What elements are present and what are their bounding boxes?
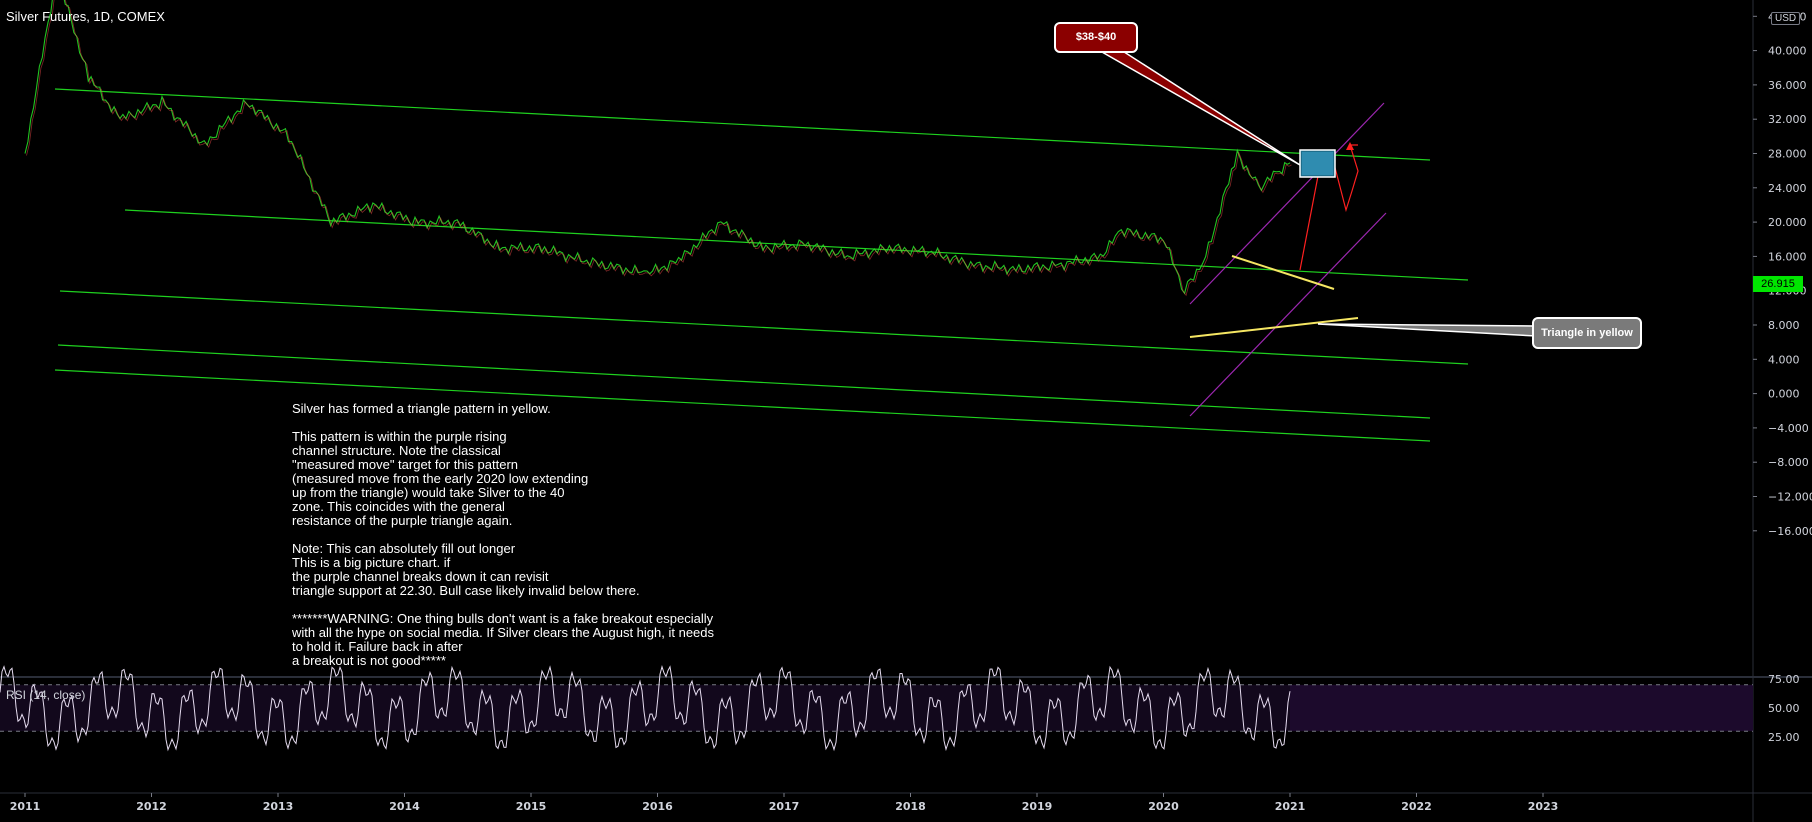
price-tick-label: 4.000 xyxy=(1768,353,1800,366)
price-tick-label: 28.000 xyxy=(1768,148,1807,161)
chart-title: Silver Futures, 1D, COMEX xyxy=(6,9,165,24)
price-series-shadow xyxy=(26,0,1292,297)
time-tick-label: 2022 xyxy=(1401,800,1432,813)
green-trendline xyxy=(59,290,1469,365)
green-trendline xyxy=(54,369,1431,442)
price-tick-label: 20.000 xyxy=(1768,216,1807,229)
triangle-lower-line xyxy=(1189,317,1359,338)
note-paragraph-1: Silver has formed a triangle pattern in … xyxy=(292,401,551,416)
rsi-tick-label: 50.00 xyxy=(1768,702,1800,715)
green-trendline xyxy=(124,209,1469,281)
time-tick-label: 2011 xyxy=(10,800,41,813)
price-tick-label: 36.000 xyxy=(1768,79,1807,92)
price-tick-label: 0.000 xyxy=(1768,388,1800,401)
currency-badge[interactable]: USD xyxy=(1771,12,1801,25)
time-tick-label: 2023 xyxy=(1528,800,1559,813)
price-tick-label: −4.000 xyxy=(1768,422,1809,435)
price-tick-label: −8.000 xyxy=(1768,456,1809,469)
target-box-fill xyxy=(1302,152,1333,175)
time-tick-label: 2015 xyxy=(516,800,547,813)
price-tick-label: 32.000 xyxy=(1768,113,1807,126)
last-price-tag: 26.915 xyxy=(1753,276,1803,292)
rsi-line xyxy=(0,665,1291,752)
time-tick-label: 2013 xyxy=(263,800,294,813)
price-tick-label: 24.000 xyxy=(1768,182,1807,195)
green-trendline xyxy=(57,344,1431,419)
note-paragraph-3: Note: This can absolutely fill out longe… xyxy=(292,541,640,598)
time-tick-label: 2021 xyxy=(1275,800,1306,813)
price-tick-label: 16.000 xyxy=(1768,250,1807,263)
triangle-callout[interactable]: Triangle in yellow xyxy=(1532,317,1642,349)
time-tick-label: 2012 xyxy=(136,800,167,813)
price-tick-label: −16.000 xyxy=(1768,525,1812,538)
purple-channel-lower xyxy=(1189,212,1387,417)
price-tick-label: 40.000 xyxy=(1768,45,1807,58)
analysis-note: Silver has formed a triangle pattern in … xyxy=(292,402,812,682)
time-tick-label: 2018 xyxy=(895,800,926,813)
time-tick-label: 2016 xyxy=(642,800,673,813)
rsi-tick-label: 25.00 xyxy=(1768,731,1800,744)
note-paragraph-2: This pattern is within the purple rising… xyxy=(292,429,589,528)
time-tick-label: 2014 xyxy=(389,800,420,813)
rsi-band-future xyxy=(1290,684,1753,732)
target-callout[interactable]: $38-$40 xyxy=(1054,22,1138,53)
purple-channel-upper xyxy=(1189,102,1385,305)
price-series-line xyxy=(24,0,1291,295)
triangle-callout-pointer xyxy=(1317,323,1537,337)
price-tick-label: 8.000 xyxy=(1768,319,1800,332)
green-trendline xyxy=(54,88,1431,161)
triangle-upper-line xyxy=(1231,255,1335,290)
projection-arrowhead xyxy=(1346,142,1354,150)
rsi-label: RSI (14, close) xyxy=(6,688,86,702)
note-paragraph-4: *******WARNING: One thing bulls don't wa… xyxy=(292,611,715,668)
price-tick-label: −12.000 xyxy=(1768,491,1812,504)
time-tick-label: 2019 xyxy=(1022,800,1053,813)
time-tick-label: 2020 xyxy=(1148,800,1179,813)
rsi-band xyxy=(0,684,1290,732)
time-tick-label: 2017 xyxy=(769,800,800,813)
rsi-tick-label: 75.00 xyxy=(1768,673,1800,686)
